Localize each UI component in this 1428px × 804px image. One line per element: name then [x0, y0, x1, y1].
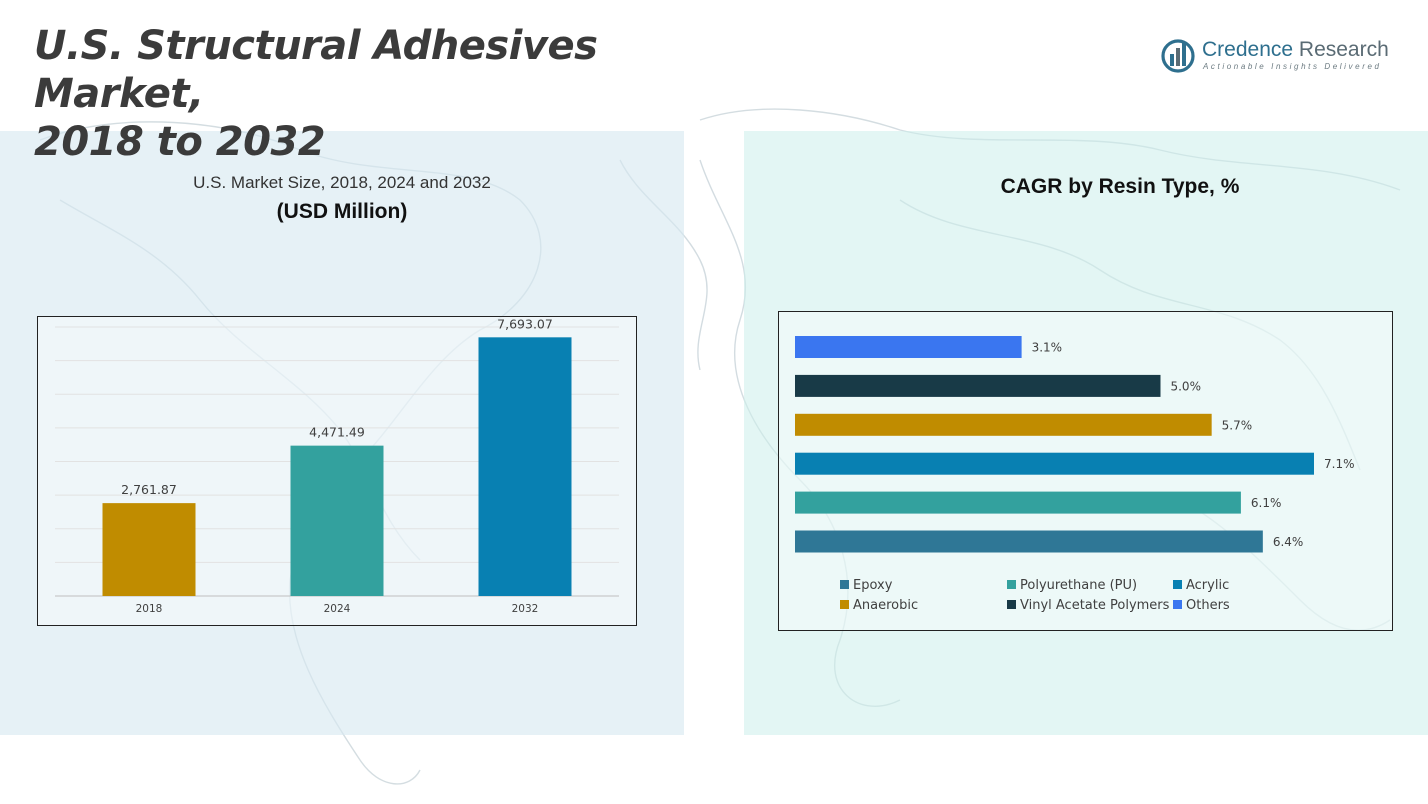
bar-value-label-2032: 7,693.07 — [497, 316, 553, 331]
credence-research-logo: Credence Research Actionable Insights De… — [1160, 34, 1400, 78]
hbar-others — [795, 336, 1022, 358]
logo-name: Credence Research — [1202, 38, 1389, 62]
hbar-value-label-anaerobic: 5.7% — [1222, 418, 1253, 432]
legend-swatch-vinyl-acetate-polymers — [1007, 600, 1016, 609]
title-line-2: 2018 to 2032 — [34, 119, 326, 165]
x-tick-label-2018: 2018 — [136, 603, 163, 615]
legend-label-anaerobic: Anaerobic — [853, 598, 918, 613]
market-size-chart-title: U.S. Market Size, 2018, 2024 and 2032 — [193, 173, 491, 192]
legend-swatch-acrylic — [1173, 580, 1182, 589]
hbar-vinyl-acetate-polymers — [795, 374, 1161, 397]
legend-label-vinyl-acetate-polymers: Vinyl Acetate Polymers — [1020, 598, 1170, 613]
legend-swatch-polyurethane-pu — [1007, 580, 1016, 589]
hbar-value-label-polyurethane-pu: 6.1% — [1251, 496, 1282, 510]
bar-2024 — [290, 445, 384, 596]
bar-value-label-2018: 2,761.87 — [121, 482, 177, 497]
legend-label-others: Others — [1186, 598, 1230, 613]
logo-name-part2: Research — [1293, 38, 1389, 61]
x-tick-label-2024: 2024 — [324, 603, 351, 615]
hbar-anaerobic — [795, 413, 1212, 436]
cagr-chart-title: CAGR by Resin Type, % — [1000, 175, 1240, 198]
hbar-polyurethane-pu — [795, 491, 1241, 514]
cagr-horizontal-bar-chart: 3.1% 5.0% 5.7% 7.1% 6.1% 6.4% Epoxy Polyuretha… — [778, 311, 1393, 631]
logo-icon — [1161, 39, 1195, 73]
legend-label-acrylic: Acrylic — [1186, 578, 1229, 593]
legend-swatch-epoxy — [840, 580, 849, 589]
logo-tagline: Actionable Insights Delivered — [1203, 62, 1382, 71]
hbar-acrylic — [795, 452, 1314, 475]
bar-2018 — [102, 503, 196, 596]
hbar-epoxy — [795, 530, 1263, 553]
legend-swatch-anaerobic — [840, 600, 849, 609]
legend-swatch-others — [1173, 600, 1182, 609]
bar-value-label-2024: 4,471.49 — [309, 425, 365, 440]
hbar-value-label-epoxy: 6.4% — [1273, 535, 1304, 549]
title-line-1: U.S. Structural Adhesives Market, — [34, 23, 598, 117]
x-tick-label-2032: 2032 — [512, 603, 539, 615]
page-title: U.S. Structural Adhesives Market, 2018 t… — [34, 22, 734, 166]
market-size-chart-unit: (USD Million) — [276, 200, 408, 223]
legend-label-polyurethane-pu: Polyurethane (PU) — [1020, 578, 1137, 593]
hbar-value-label-others: 3.1% — [1032, 341, 1063, 355]
bar-2032 — [478, 337, 572, 596]
market-size-bar-chart: 2,761.87 2018 4,471.49 2024 7,693.07 2032 — [37, 316, 637, 626]
legend-label-epoxy: Epoxy — [853, 578, 893, 593]
hbar-value-label-acrylic: 7.1% — [1324, 457, 1355, 471]
hbar-value-label-vinyl-acetate-polymers: 5.0% — [1170, 379, 1201, 393]
logo-name-part1: Credence — [1202, 38, 1294, 61]
